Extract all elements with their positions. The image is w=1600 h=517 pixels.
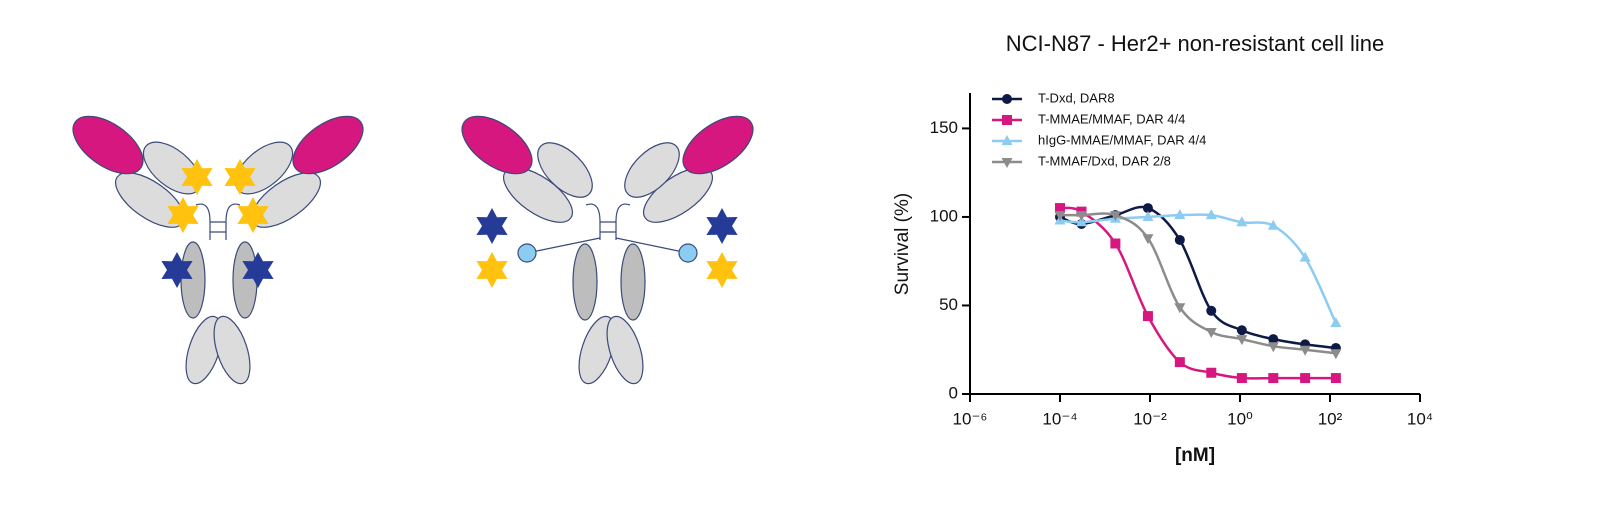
data-point xyxy=(1299,251,1311,262)
data-point xyxy=(1142,311,1153,322)
antibody-diagram-2 xyxy=(461,115,754,385)
x-tick-label: 10² xyxy=(1318,409,1343,428)
x-tick-label: 10⁰ xyxy=(1227,409,1253,428)
data-point xyxy=(1142,210,1154,221)
data-point xyxy=(1174,234,1185,245)
data-point xyxy=(1142,203,1153,214)
legend-marker xyxy=(1001,158,1013,168)
y-tick-label: 100 xyxy=(930,206,958,225)
antibody-diagram-1 xyxy=(72,115,364,385)
x-tick-label: 10⁴ xyxy=(1407,409,1433,428)
data-point xyxy=(1205,209,1217,220)
y-tick-label: 0 xyxy=(949,383,958,402)
data-point xyxy=(1206,367,1217,378)
chart-title: NCI-N87 - Her2+ non-resistant cell line xyxy=(1006,31,1384,56)
fit-line xyxy=(1059,213,1337,324)
data-point xyxy=(1299,345,1311,356)
data-point xyxy=(1300,373,1311,384)
data-point xyxy=(1268,334,1279,345)
data-point xyxy=(1174,303,1186,314)
data-point xyxy=(1205,328,1217,339)
data-point xyxy=(1075,211,1087,222)
data-point xyxy=(1142,234,1154,245)
data-point xyxy=(1236,216,1248,227)
x-axis-label: [nM] xyxy=(1175,445,1215,466)
data-point xyxy=(1236,335,1248,346)
data-point xyxy=(1267,219,1279,230)
y-tick-label: 150 xyxy=(930,118,958,137)
data-point xyxy=(1267,342,1279,353)
legend-marker xyxy=(1002,115,1012,125)
data-point xyxy=(1055,203,1065,214)
data-point xyxy=(1206,305,1217,316)
data-point xyxy=(1075,216,1087,227)
data-point xyxy=(1110,238,1121,249)
x-tick-label: 10⁻² xyxy=(1133,409,1167,428)
data-point xyxy=(1236,325,1247,336)
data-point xyxy=(1054,211,1066,222)
fit-line xyxy=(1059,206,1336,380)
x-tick-label: 10⁻⁴ xyxy=(1042,409,1077,428)
data-point xyxy=(1109,211,1121,222)
data-point xyxy=(1236,373,1247,384)
data-point xyxy=(1174,209,1186,220)
x-tick-label: 10⁻⁶ xyxy=(953,409,988,428)
legend-label: hIgG-MMAE/MMAF, DAR 4/4 xyxy=(1038,132,1206,147)
legend-marker xyxy=(1001,135,1013,145)
fit-line xyxy=(1060,212,1337,355)
data-point xyxy=(1330,317,1342,328)
data-point xyxy=(1330,349,1342,360)
data-point xyxy=(1174,357,1185,368)
y-tick-label: 50 xyxy=(939,295,958,314)
y-axis-label: Survival (%) xyxy=(892,193,913,295)
legend-label: T-MMAE/MMAF, DAR 4/4 xyxy=(1038,111,1185,126)
data-point xyxy=(1330,373,1341,384)
legend-marker xyxy=(1002,94,1012,104)
legend-label: T-Dxd, DAR8 xyxy=(1038,90,1115,105)
legend-label: T-MMAF/Dxd, DAR 2/8 xyxy=(1038,153,1171,168)
data-point xyxy=(1268,373,1279,384)
